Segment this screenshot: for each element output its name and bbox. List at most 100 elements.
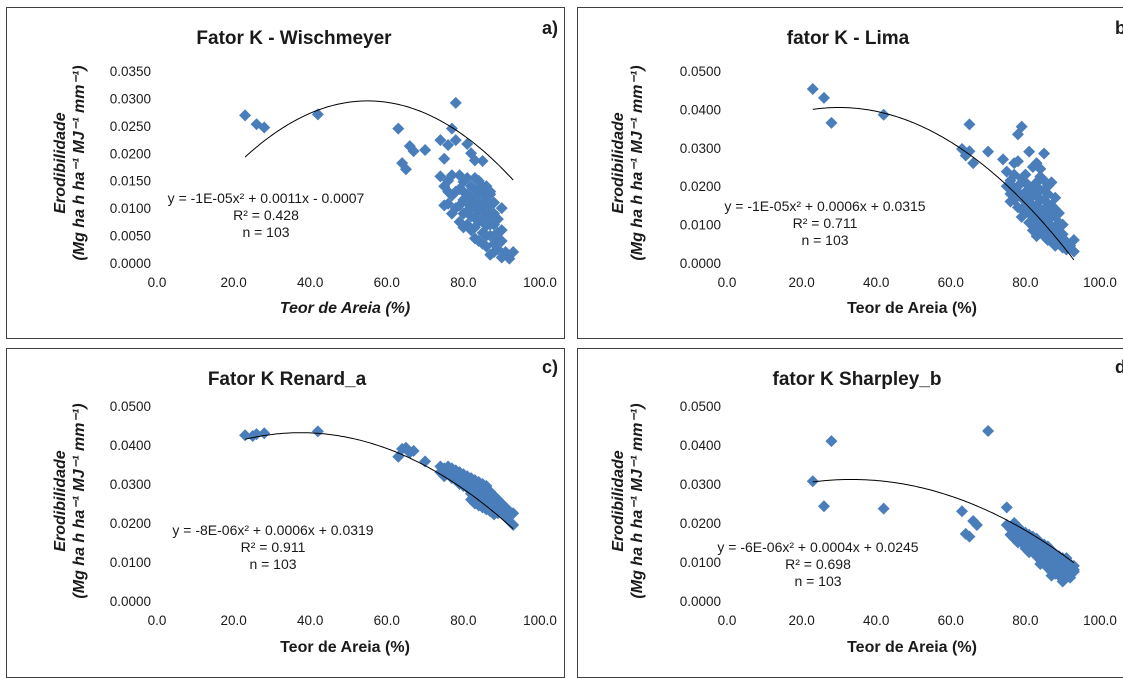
data-point [982,424,995,437]
data-point [484,218,497,231]
y-axis-label-line1: Erodibilidade [610,450,627,552]
data-point [1030,544,1043,557]
data-point [1041,224,1054,237]
trendline-equation: y = -6E-06x² + 0.0004x + 0.0245 [717,539,919,555]
chart-svg-b: 0.0000 0.0100 0.0200 0.0300 0.0400 0.0500 0.0 2… [680,64,1117,290]
y-axis-label-line2: (Mg ha h ha⁻¹ MJ⁻¹ mm⁻¹) [629,65,646,261]
data-point [1041,187,1054,200]
data-point [825,116,838,129]
y-tick-label: 0.0200 [680,516,721,531]
panel-letter: d) [1115,357,1123,378]
x-tick-label: 80.0 [450,275,476,290]
data-point [507,518,520,531]
y-tick-label: 0.0000 [110,256,151,271]
data-point [491,235,504,248]
data-point [491,213,504,226]
data-point [1000,501,1013,514]
x-tick-label: 60.0 [938,613,964,628]
data-point [495,202,508,215]
data-point [1041,180,1054,193]
y-tick-label: 0.0300 [110,91,151,106]
data-point [877,108,890,121]
y-tick-label: 0.0300 [110,477,151,492]
data-point [399,163,412,176]
data-point [1034,557,1047,570]
data-point [825,435,838,448]
data-point [1015,120,1028,133]
y-tick-label: 0.0200 [680,179,721,194]
data-point [1049,203,1062,216]
y-tick-label: 0.0000 [680,594,721,609]
x-tick-label: 60.0 [374,275,400,290]
data-point [963,118,976,131]
x-tick-label: 100.0 [1083,613,1117,628]
y-tick-label: 0.0000 [680,256,721,271]
chart-svg-a: 0.0000 0.0050 0.0100 0.0150 0.0200 0.0250 0.03… [110,64,557,290]
data-point [239,109,252,122]
trendline-equation-block: y = -8E-06x² + 0.0006x + 0.0319 R² = 0.9… [172,522,373,573]
chart-title: Fator K - Wischmeyer [196,28,392,49]
panel-letter: c) [542,357,559,377]
data-point [438,199,451,212]
y-tick-label: 0.0500 [680,399,721,414]
y-axis-label-line2: (Mg ha h ha⁻¹ MJ⁻¹ mm⁻¹) [71,403,88,599]
data-point [311,425,324,438]
data-point [1015,191,1028,204]
data-point [1011,180,1024,193]
r-squared: R² = 0.911 [240,539,306,555]
data-point [970,518,983,531]
data-point [1052,216,1065,229]
panel-letter: b) [1115,18,1123,39]
y-axis-label-line2: (Mg ha h ha⁻¹ MJ⁻¹ mm⁻¹) [629,403,646,599]
data-point [461,473,474,486]
data-point [438,152,451,165]
data-point [1045,176,1058,189]
data-point [468,221,481,234]
y-tick-label: 0.0400 [680,102,721,117]
data-point [476,237,489,250]
x-tick-label: 20.0 [788,613,814,628]
data-point [453,182,466,195]
x-tick-label: 80.0 [1012,613,1038,628]
data-point [963,145,976,158]
data-point [442,185,455,198]
data-point [877,502,890,515]
data-point [806,475,819,488]
data-point [1038,147,1051,160]
data-point [806,83,819,96]
y-tick-label: 0.0100 [110,555,151,570]
trendline [812,479,1075,564]
x-tick-label: 0.0 [148,613,167,628]
data-point [1023,145,1036,158]
data-point [407,145,420,158]
data-point [817,91,830,104]
chart-panel-d: 0.0000 0.0100 0.0200 0.0300 0.0400 0.0500 0.0 2… [577,348,1123,678]
data-point [499,508,512,521]
data-point [1038,203,1051,216]
sample-size: n = 103 [249,556,297,572]
y-tick-label: 0.0150 [110,174,151,189]
x-tick-label: 40.0 [297,275,323,290]
trendline-equation-block: y = -6E-06x² + 0.0004x + 0.0245 R² = 0.6… [717,539,918,590]
data-point [258,427,271,440]
data-point [967,157,980,170]
data-point [419,455,432,468]
chart-svg-d: 0.0000 0.0100 0.0200 0.0300 0.0400 0.0500 0.0 2… [680,399,1117,628]
data-point [1067,565,1080,578]
data-point [480,188,493,201]
y-axis-label: Erodibilidade (Mg ha h ha⁻¹ MJ⁻¹ mm⁻¹) [609,53,647,273]
panel-letter: a) [542,18,559,38]
sample-size: n = 103 [801,232,849,248]
data-point [1060,237,1073,250]
data-point [955,505,968,518]
chart-title: fator K - Lima [786,28,910,49]
data-point [465,210,478,223]
data-point [476,154,489,167]
x-tick-label: 0.0 [718,613,737,628]
trendline [244,432,514,530]
data-point [1056,228,1069,241]
y-tick-label: 0.0200 [110,146,151,161]
y-tick-label: 0.0050 [110,229,151,244]
y-tick-label: 0.0250 [110,119,151,134]
trendline-equation-block: y = -1E-05x² + 0.0006x + 0.0315 R² = 0.7… [724,198,925,249]
